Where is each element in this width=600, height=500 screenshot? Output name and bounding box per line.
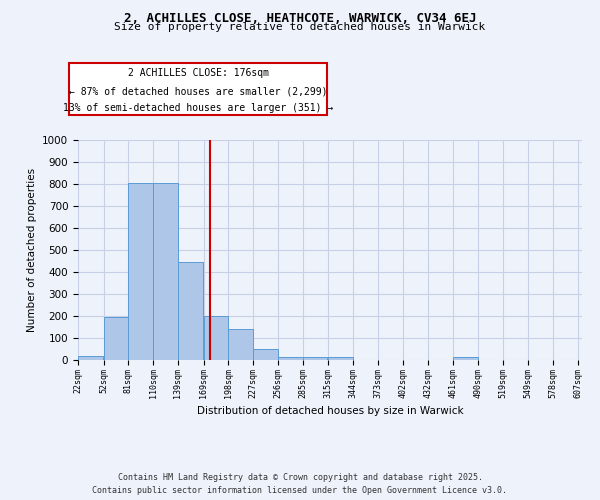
Y-axis label: Number of detached properties: Number of detached properties	[26, 168, 37, 332]
X-axis label: Distribution of detached houses by size in Warwick: Distribution of detached houses by size …	[197, 406, 463, 416]
Text: Size of property relative to detached houses in Warwick: Size of property relative to detached ho…	[115, 22, 485, 32]
Bar	[153, 183, 178, 360]
Bar	[78, 356, 103, 360]
Text: Contains HM Land Registry data © Crown copyright and database right 2025.: Contains HM Land Registry data © Crown c…	[118, 472, 482, 482]
Bar	[253, 349, 278, 360]
Bar	[302, 358, 328, 360]
Text: 13% of semi-detached houses are larger (351) →: 13% of semi-detached houses are larger (…	[63, 104, 333, 114]
Text: 2, ACHILLES CLOSE, HEATHCOTE, WARWICK, CV34 6EJ: 2, ACHILLES CLOSE, HEATHCOTE, WARWICK, C…	[124, 12, 476, 26]
Bar	[178, 262, 203, 360]
Bar	[203, 316, 229, 360]
Bar	[104, 317, 128, 360]
Text: 2 ACHILLES CLOSE: 176sqm: 2 ACHILLES CLOSE: 176sqm	[128, 68, 269, 78]
Bar	[278, 356, 302, 360]
Bar	[453, 358, 478, 360]
Bar	[229, 329, 253, 360]
Text: Contains public sector information licensed under the Open Government Licence v3: Contains public sector information licen…	[92, 486, 508, 495]
Bar	[328, 358, 353, 360]
Text: ← 87% of detached houses are smaller (2,299): ← 87% of detached houses are smaller (2,…	[69, 86, 327, 96]
Bar	[128, 183, 153, 360]
